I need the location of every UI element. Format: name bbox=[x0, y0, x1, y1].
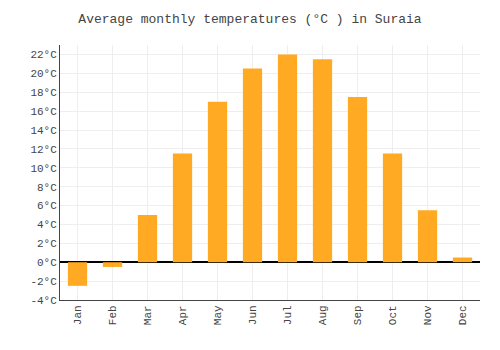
svg-text:22°C: 22°C bbox=[30, 49, 57, 61]
svg-text:Oct: Oct bbox=[387, 305, 399, 325]
svg-text:18°C: 18°C bbox=[30, 87, 57, 99]
svg-text:Sep: Sep bbox=[352, 305, 364, 325]
svg-text:10°C: 10°C bbox=[30, 163, 57, 175]
svg-text:6°C: 6°C bbox=[37, 200, 57, 212]
svg-text:20°C: 20°C bbox=[30, 68, 57, 80]
svg-text:Apr: Apr bbox=[177, 305, 189, 325]
svg-text:-4°C: -4°C bbox=[30, 295, 57, 307]
svg-text:Mar: Mar bbox=[142, 305, 154, 325]
svg-text:2°C: 2°C bbox=[37, 238, 57, 250]
svg-text:Dec: Dec bbox=[457, 305, 469, 325]
svg-text:Jun: Jun bbox=[247, 305, 259, 325]
svg-text:Nov: Nov bbox=[422, 305, 434, 325]
svg-text:16°C: 16°C bbox=[30, 106, 57, 118]
svg-text:8°C: 8°C bbox=[37, 182, 57, 194]
svg-text:May: May bbox=[212, 305, 224, 325]
svg-text:Jul: Jul bbox=[282, 305, 294, 325]
svg-text:4°C: 4°C bbox=[37, 219, 57, 231]
svg-text:Feb: Feb bbox=[107, 305, 119, 325]
svg-text:Average monthly temperatures (: Average monthly temperatures (°C ) in Su… bbox=[78, 12, 421, 27]
svg-text:14°C: 14°C bbox=[30, 125, 57, 137]
svg-text:12°C: 12°C bbox=[30, 144, 57, 156]
svg-text:0°C: 0°C bbox=[37, 257, 57, 269]
svg-text:-2°C: -2°C bbox=[30, 276, 57, 288]
svg-text:Aug: Aug bbox=[317, 305, 329, 325]
svg-text:Jan: Jan bbox=[72, 305, 84, 325]
